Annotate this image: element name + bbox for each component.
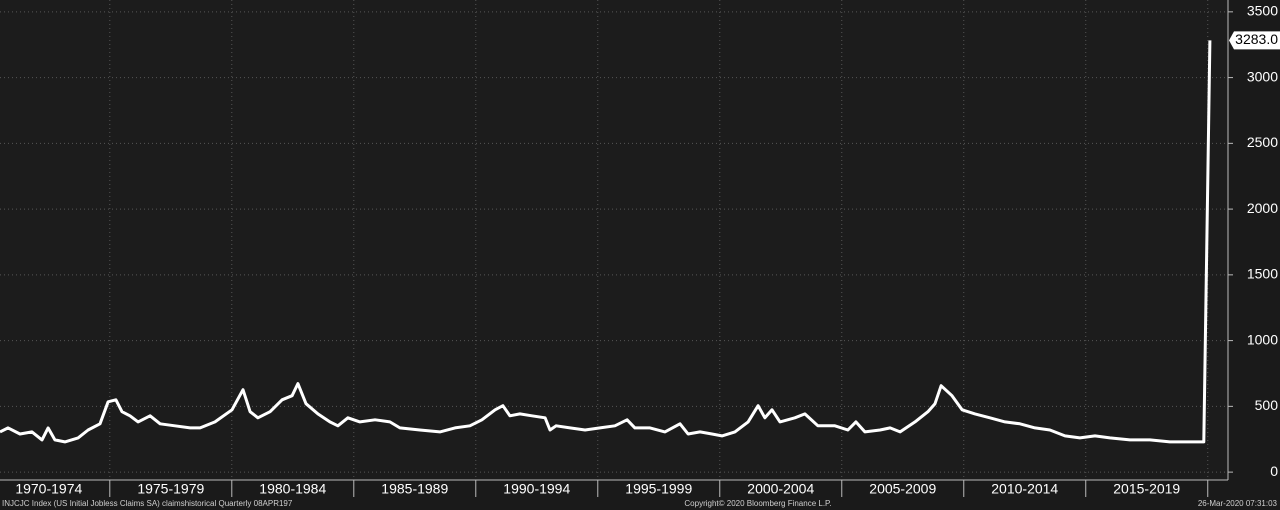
x-band-label: 2010-2014 [991, 481, 1058, 497]
y-tick-label: 2500 [1247, 134, 1278, 150]
x-band-label: 1980-1984 [259, 481, 326, 497]
footer-copyright: Copyright© 2020 Bloomberg Finance L.P. [684, 499, 831, 508]
last-value-label: 3283.0 [1235, 31, 1278, 47]
x-band-label: 2005-2009 [869, 481, 936, 497]
series-line [0, 40, 1212, 444]
last-value-tag [1229, 31, 1280, 50]
y-tick-label: 3500 [1247, 3, 1278, 19]
x-band-label: 2000-2004 [747, 481, 814, 497]
y-tick-label: 500 [1255, 397, 1279, 413]
y-tick-label: 0 [1270, 463, 1278, 479]
y-tick-label: 2000 [1247, 200, 1278, 216]
x-band-label: 1985-1989 [381, 481, 448, 497]
y-tick-label: 1000 [1247, 331, 1278, 347]
y-tick-label: 1500 [1247, 266, 1278, 282]
x-band-label: 1990-1994 [503, 481, 570, 497]
x-band-label: 1995-1999 [625, 481, 692, 497]
plot-area [0, 0, 1228, 480]
x-band-label: 2015-2019 [1113, 481, 1180, 497]
x-band-label: 1975-1979 [137, 481, 204, 497]
x-band-label: 1970-1974 [15, 481, 82, 497]
footer-source: INJCJC Index (US Initial Jobless Claims … [2, 499, 293, 508]
footer-timestamp: 26-Mar-2020 07:31:03 [1198, 499, 1278, 508]
y-tick-label: 3000 [1247, 68, 1278, 84]
